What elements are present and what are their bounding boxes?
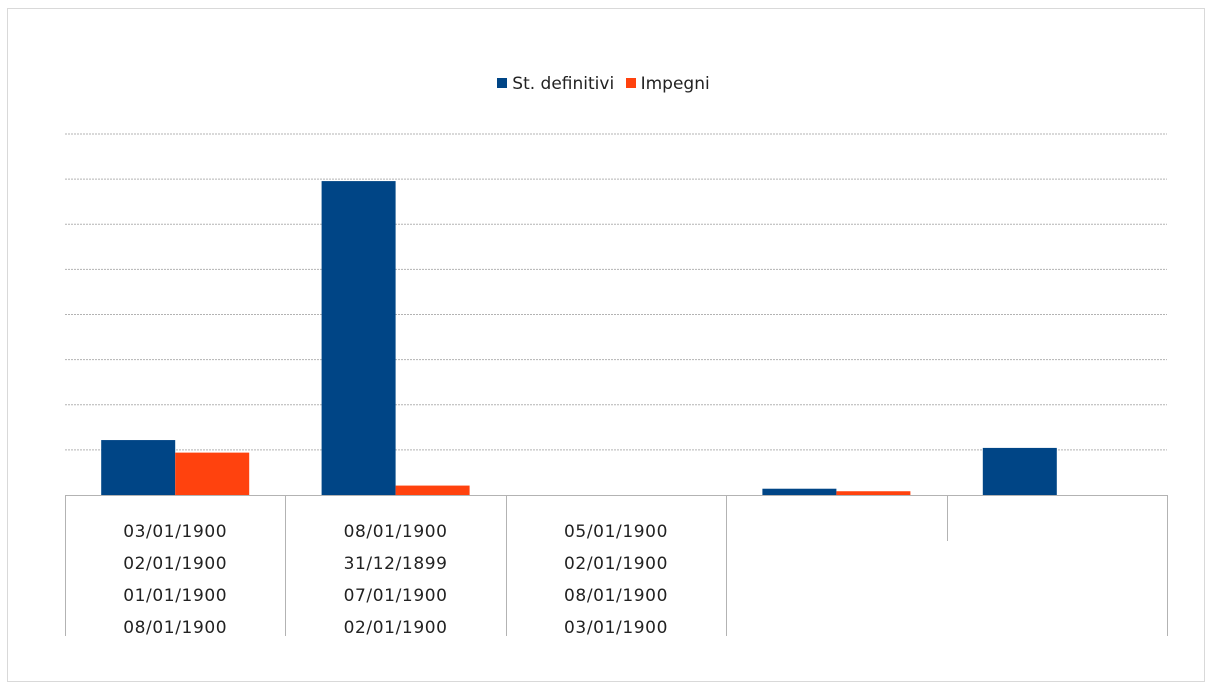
bar-impegni [175, 452, 250, 495]
x-tick-label: 08/01/1900 [123, 618, 227, 638]
bar-st-definitivi [321, 181, 396, 495]
x-tick-label: 03/01/1900 [123, 522, 227, 542]
legend-label-st-definitivi: St. definitivi [512, 74, 615, 94]
legend-label-impegni: Impegni [640, 74, 710, 94]
bar-st-definitivi [762, 488, 837, 495]
legend-swatch-impegni [625, 78, 636, 88]
x-tick-label: 31/12/1899 [344, 554, 448, 574]
chart-frame [7, 8, 1205, 682]
x-tick-label: 08/01/1900 [344, 522, 448, 542]
legend-swatch-st-definitivi [497, 78, 508, 88]
bar-st-definitivi [101, 440, 176, 495]
bar-impegni [836, 491, 911, 495]
x-tick-label: 03/01/1900 [564, 618, 668, 638]
x-tick-label: 05/01/1900 [564, 522, 668, 542]
bar-impegni [395, 485, 470, 495]
legend-item-impegni: Impegni [625, 74, 710, 94]
x-tick-label: 02/01/1900 [344, 618, 448, 638]
x-tick-label: 08/01/1900 [564, 586, 668, 606]
x-tick-label: 02/01/1900 [123, 554, 227, 574]
legend: St. definitivi Impegni [0, 74, 1207, 94]
legend-item-st-definitivi: St. definitivi [497, 74, 614, 94]
x-tick-label: 02/01/1900 [564, 554, 668, 574]
x-tick-label: 01/01/1900 [123, 586, 227, 606]
x-tick-label: 07/01/1900 [344, 586, 448, 606]
bar-st-definitivi [982, 447, 1057, 495]
